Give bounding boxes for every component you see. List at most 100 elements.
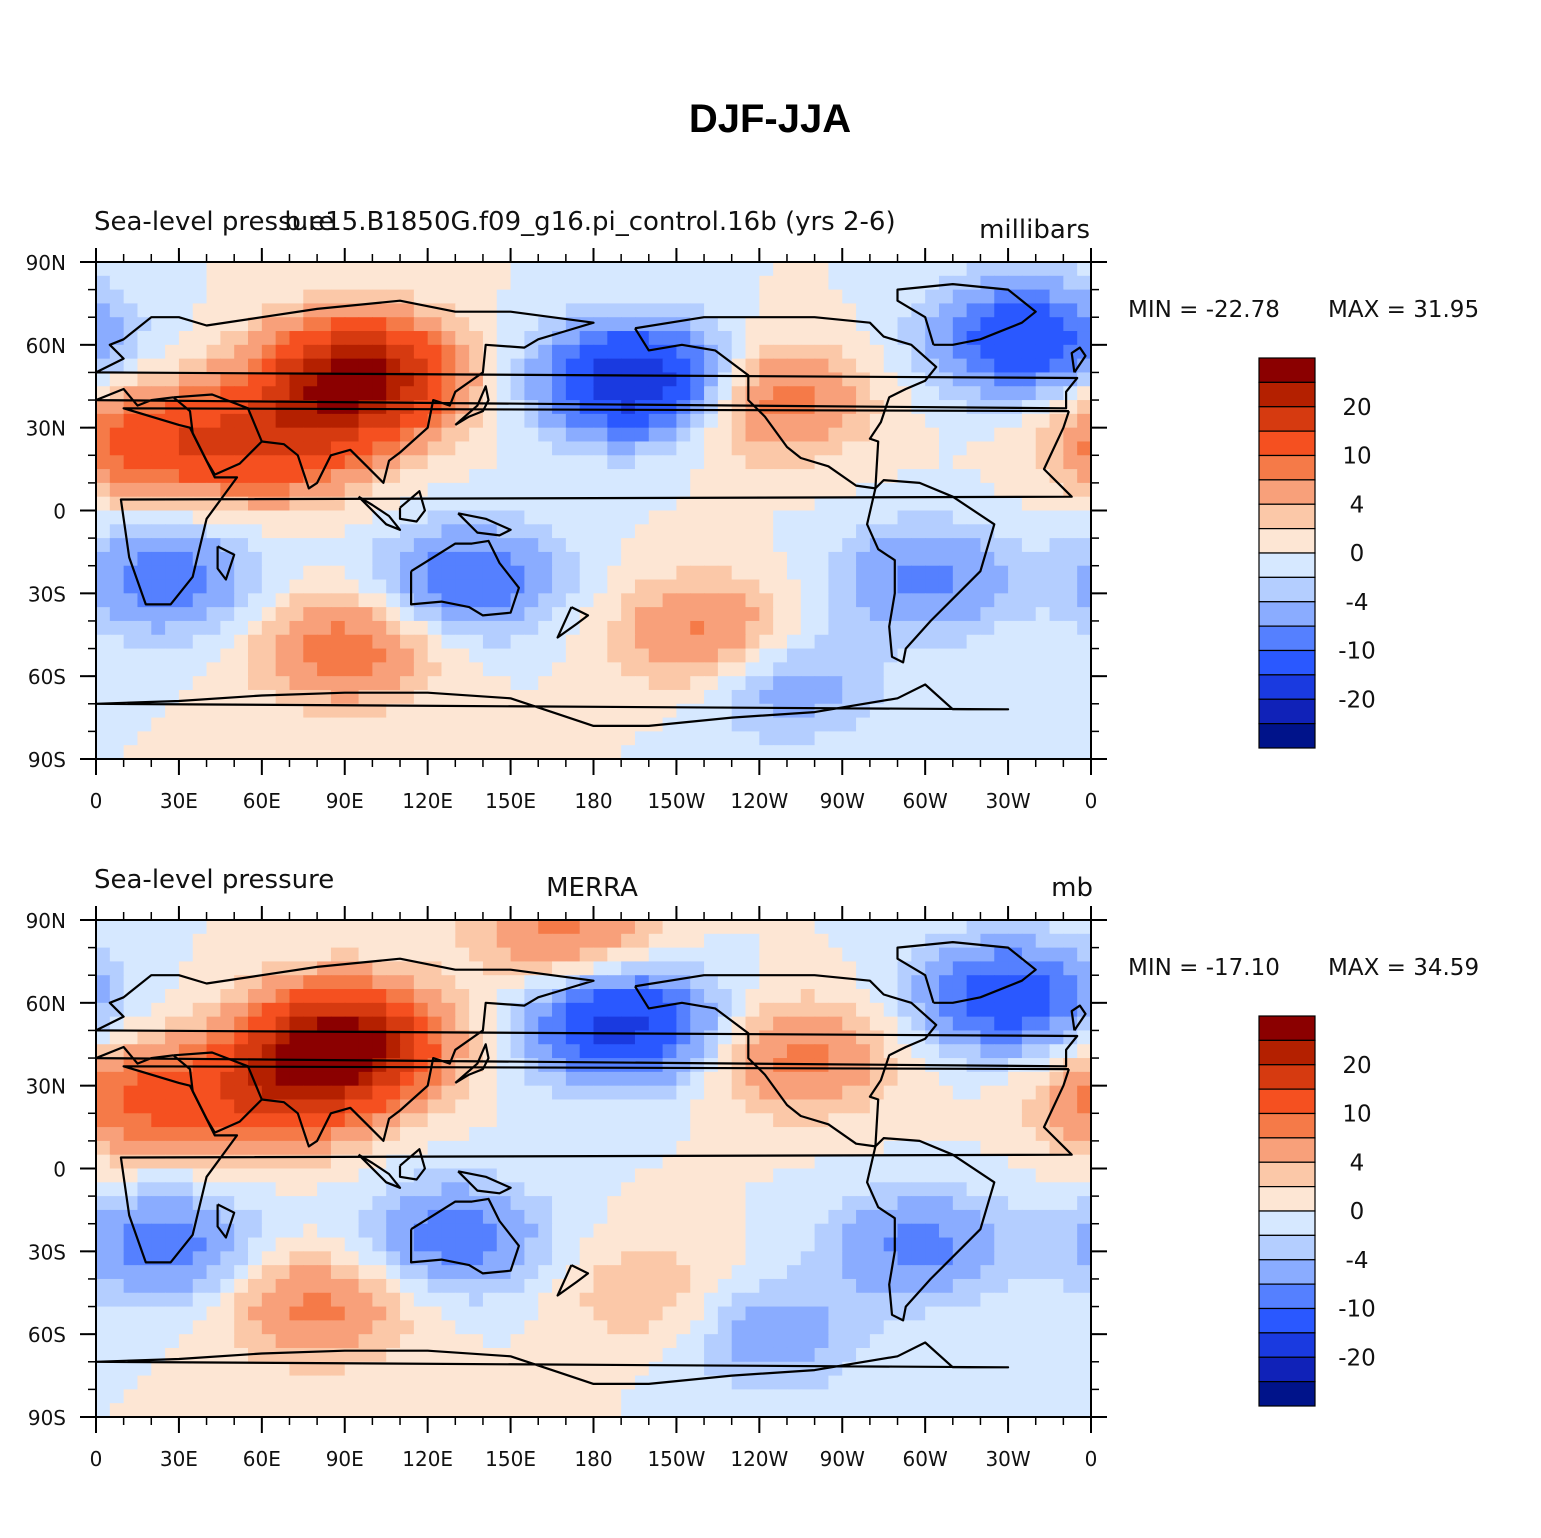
- heatmap-cells: [96, 920, 1091, 1417]
- heatmap-cell: [938, 745, 954, 759]
- heatmap-cell: [552, 275, 567, 291]
- heatmap-cell: [137, 933, 152, 949]
- heatmap-cell: [455, 496, 470, 512]
- heatmap-cell: [524, 400, 539, 415]
- heatmap-cell: [358, 289, 373, 305]
- heatmap-cell: [938, 593, 954, 608]
- heatmap-cell: [386, 1154, 401, 1170]
- heatmap-cell: [897, 1168, 912, 1183]
- heatmap-cell: [980, 1044, 995, 1059]
- heatmap-cell: [496, 975, 512, 990]
- heatmap-cell: [1008, 648, 1023, 663]
- heatmap-cell: [1063, 1292, 1078, 1308]
- heatmap-cell: [648, 1016, 664, 1032]
- heatmap-cell: [386, 1099, 401, 1114]
- heatmap-cell: [662, 275, 678, 291]
- heatmap-cell: [372, 1071, 387, 1087]
- heatmap-cell: [911, 482, 926, 498]
- heatmap-cell: [261, 1099, 277, 1114]
- heatmap-cell: [248, 1223, 263, 1239]
- heatmap-cell: [1063, 455, 1078, 470]
- heatmap-cell: [234, 496, 249, 512]
- heatmap-cell: [869, 933, 885, 949]
- heatmap-cell: [220, 607, 235, 622]
- heatmap-cell: [980, 1140, 995, 1156]
- heatmap-cell: [1063, 620, 1078, 636]
- heatmap-cell: [220, 1002, 235, 1018]
- heatmap-cell: [980, 717, 995, 732]
- heatmap-cell: [662, 1058, 678, 1073]
- heatmap-cell: [690, 689, 705, 705]
- heatmap-cell: [510, 1099, 525, 1114]
- heatmap-cell: [759, 358, 774, 374]
- heatmap-cell: [151, 975, 166, 990]
- heatmap-cell: [220, 933, 235, 949]
- heatmap-cell: [759, 372, 774, 387]
- heatmap-cell: [344, 524, 360, 539]
- heatmap-cell: [952, 648, 968, 663]
- heatmap-cell: [1008, 593, 1023, 608]
- heatmap-cell: [621, 1209, 636, 1225]
- heatmap-cell: [1049, 662, 1064, 677]
- heatmap-cell: [344, 427, 360, 443]
- heatmap-cell: [565, 1154, 581, 1170]
- heatmap-cell: [759, 275, 774, 291]
- heatmap-cell: [814, 469, 830, 484]
- heatmap-cell: [690, 510, 705, 525]
- heatmap-cell: [648, 1278, 664, 1294]
- heatmap-cell: [1035, 1292, 1051, 1308]
- heatmap-cell: [289, 386, 304, 401]
- heatmap-cell: [938, 1113, 954, 1128]
- heatmap-cell: [1077, 262, 1091, 277]
- heatmap-cell: [275, 1292, 291, 1308]
- heatmap-cell: [441, 1251, 456, 1266]
- heatmap-cell: [966, 975, 982, 990]
- heatmap-cell: [662, 1044, 678, 1059]
- heatmap-cell: [441, 989, 456, 1004]
- heatmap-cell: [938, 1071, 954, 1087]
- colorbar-box: [1258, 649, 1316, 676]
- heatmap-cell: [386, 648, 401, 663]
- heatmap-cell: [400, 1182, 415, 1197]
- heatmap-cell: [883, 262, 899, 277]
- heatmap-cell: [869, 303, 885, 318]
- heatmap-cell: [261, 331, 277, 346]
- heatmap-cell: [510, 1016, 525, 1032]
- heatmap-cell: [634, 262, 650, 277]
- heatmap-cell: [759, 1016, 774, 1032]
- heatmap-cell: [925, 1085, 940, 1101]
- heatmap-cell: [717, 1182, 733, 1197]
- heatmap-cell: [344, 648, 360, 663]
- heatmap-cell: [524, 510, 539, 525]
- heatmap-cell: [565, 1044, 581, 1059]
- heatmap-cell: [496, 551, 512, 567]
- heatmap-cell: [413, 441, 429, 456]
- heatmap-cell: [731, 947, 747, 963]
- heatmap-cell: [178, 676, 194, 691]
- heatmap-cell: [717, 289, 733, 305]
- heatmap-cell: [1008, 1002, 1023, 1018]
- heatmap-cell: [303, 933, 318, 949]
- heatmap-cell: [330, 289, 346, 305]
- heatmap-cell: [911, 262, 926, 277]
- heatmap-cell: [275, 565, 291, 581]
- heatmap-cell: [413, 1306, 429, 1321]
- heatmap-cell: [413, 1292, 429, 1308]
- heatmap-cell: [676, 262, 691, 277]
- heatmap-cell: [662, 961, 678, 976]
- heatmap-cell: [317, 427, 332, 443]
- heatmap-cell: [579, 933, 595, 949]
- heatmap-cell: [966, 1182, 982, 1197]
- heatmap-cell: [745, 275, 760, 291]
- heatmap-cell: [1035, 662, 1051, 677]
- heatmap-cell: [538, 400, 553, 415]
- heatmap-cell: [925, 358, 940, 374]
- heatmap-cell: [759, 961, 774, 976]
- heatmap-cell: [510, 607, 525, 622]
- heatmap-cell: [676, 358, 691, 374]
- heatmap-cell: [317, 496, 332, 512]
- heatmap-cell: [773, 731, 788, 746]
- heatmap-cell: [786, 413, 802, 429]
- heatmap-cell: [593, 358, 608, 374]
- heatmap-cell: [303, 1113, 318, 1128]
